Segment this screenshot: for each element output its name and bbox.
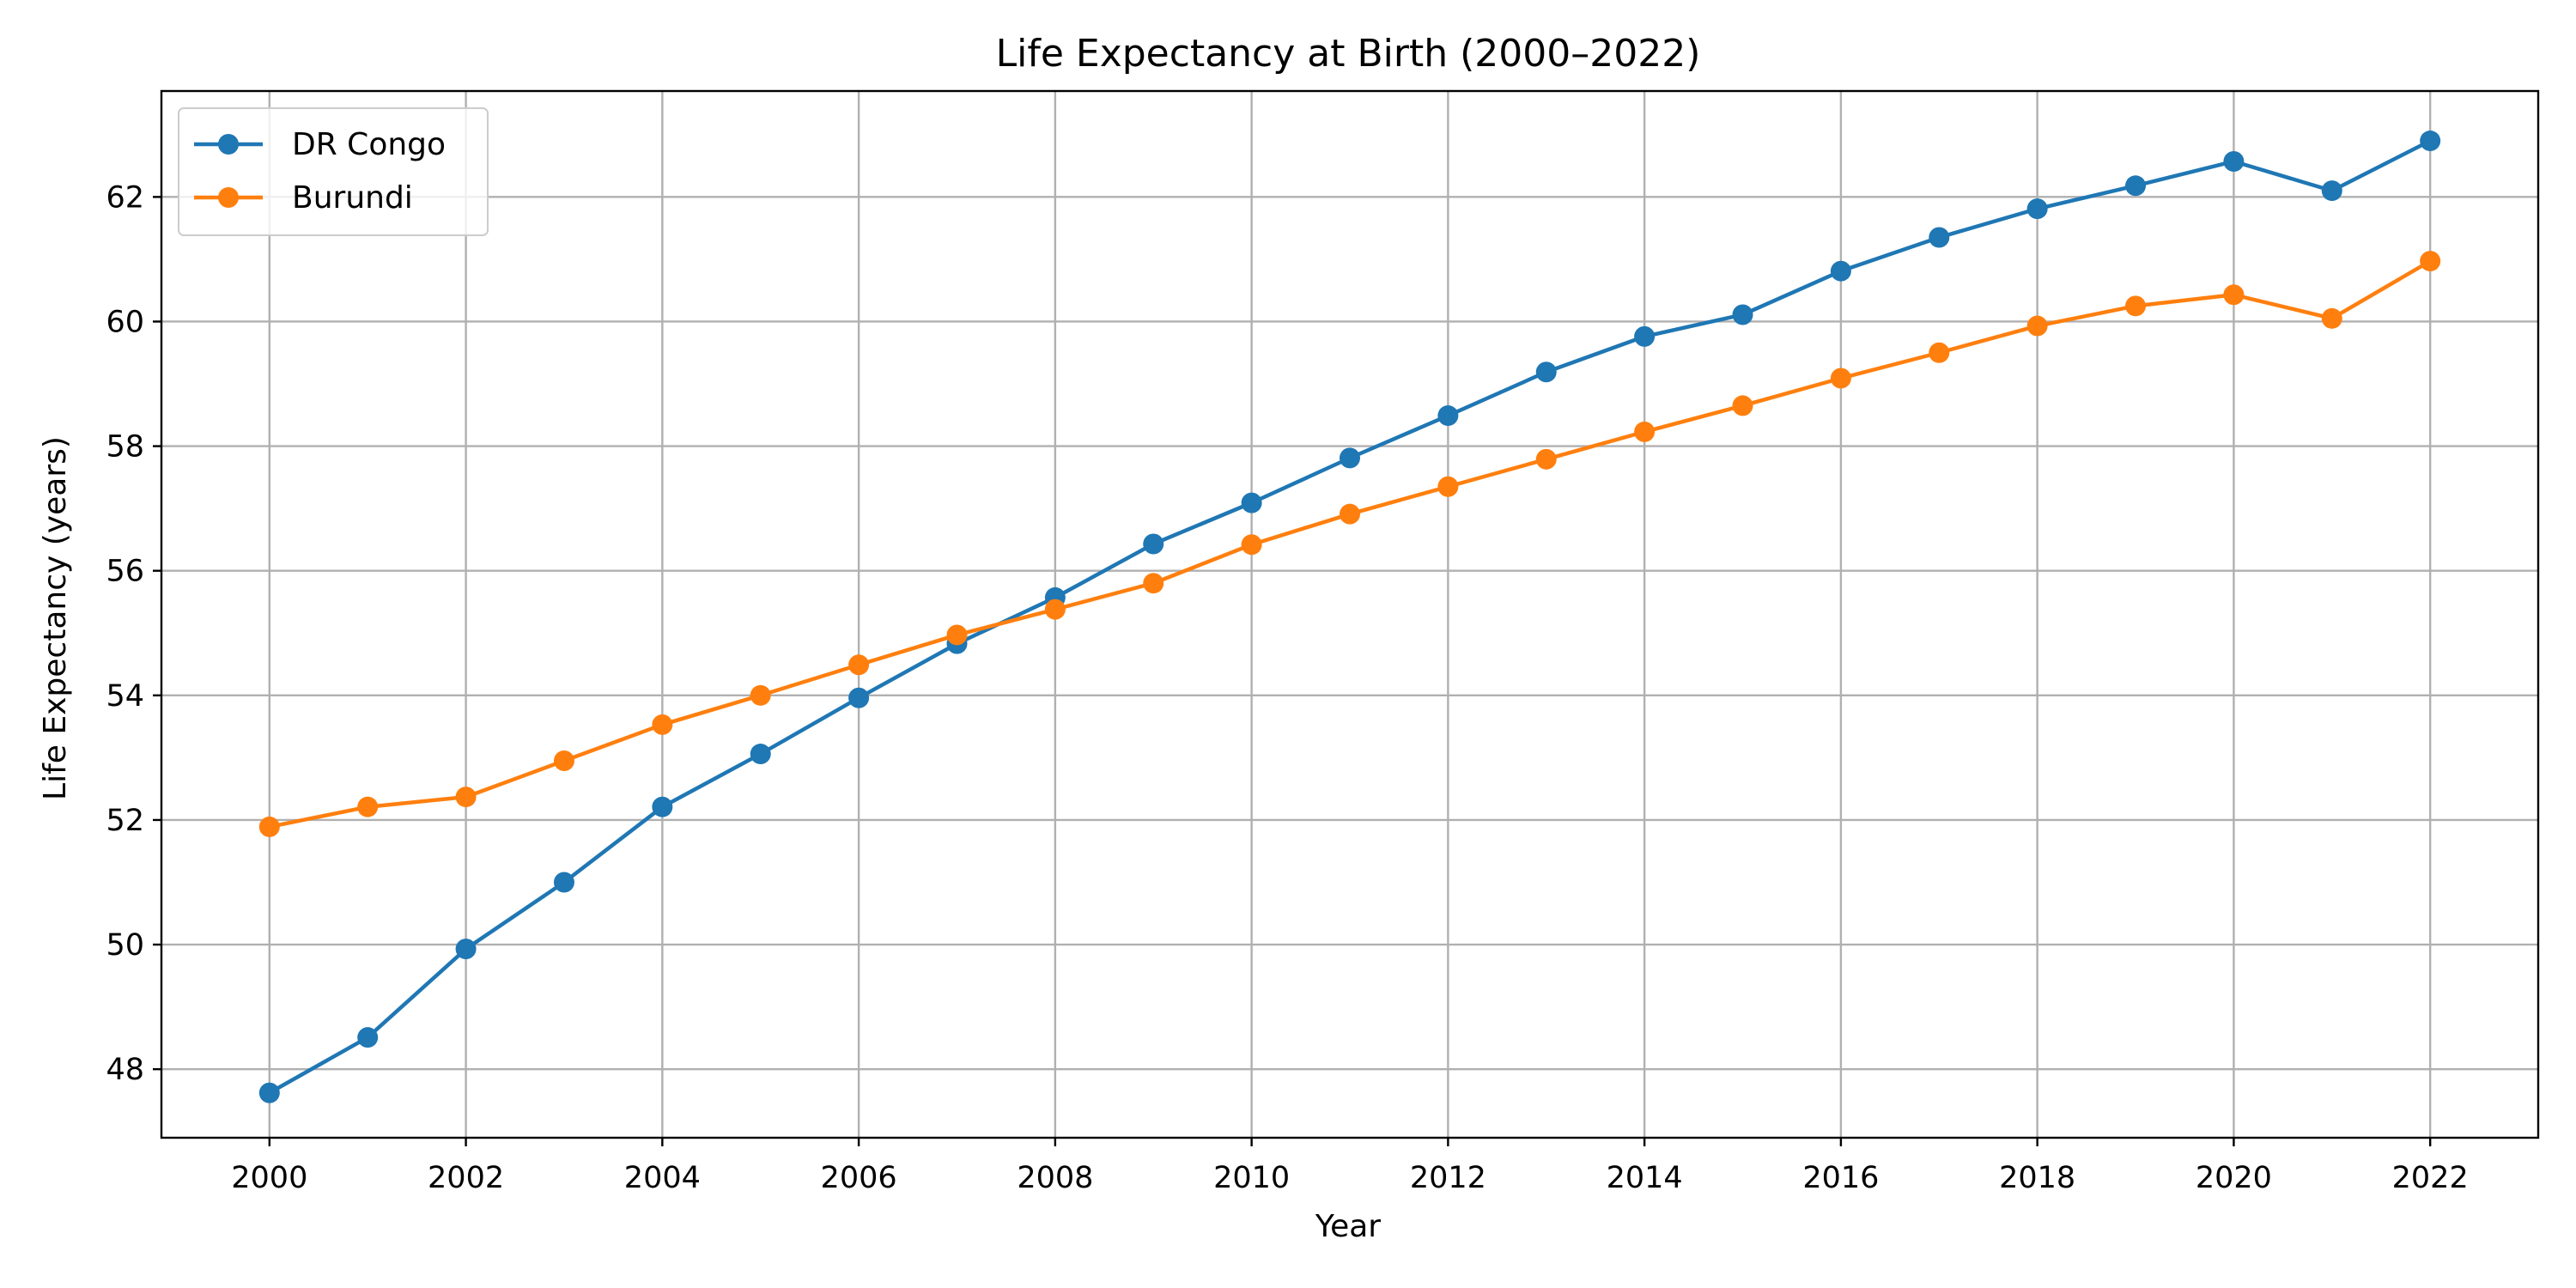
chart-title: Life Expectancy at Birth (2000–2022)	[996, 32, 1701, 76]
data-point-burundi	[848, 654, 870, 676]
data-point-dr-congo	[357, 1027, 379, 1048]
y-tick-label: 48	[106, 1053, 144, 1087]
y-tick-label: 50	[106, 928, 144, 963]
data-point-dr-congo	[2321, 180, 2342, 202]
data-point-burundi	[1437, 476, 1459, 497]
axis-ticks: 2000 2002 2004 2006 2008 2010 2012 2014 2016 2018…	[106, 180, 2468, 1195]
y-tick-label: 60	[106, 305, 144, 339]
data-point-dr-congo	[652, 796, 673, 817]
data-point-dr-congo	[2223, 150, 2245, 172]
x-tick-label: 2008	[1017, 1161, 1093, 1195]
data-point-dr-congo	[1634, 325, 1656, 347]
legend-label-dr-congo: DR Congo	[292, 127, 446, 162]
data-point-burundi	[1340, 503, 1360, 525]
x-tick-label: 2000	[231, 1161, 307, 1195]
y-tick-label: 56	[106, 555, 144, 589]
data-point-dr-congo	[258, 1082, 280, 1103]
x-tick-label: 2016	[1802, 1161, 1879, 1195]
data-point-burundi	[1634, 421, 1656, 442]
y-axis-label: Life Expectancy (years)	[38, 436, 73, 800]
legend-box	[178, 107, 489, 236]
data-point-burundi	[2026, 315, 2048, 337]
data-point-dr-congo	[1535, 361, 1557, 383]
y-tick-label: 54	[106, 679, 144, 714]
y-tick-label: 58	[106, 430, 144, 465]
data-point-burundi	[750, 684, 771, 706]
y-tick-label: 62	[106, 180, 144, 215]
data-point-dr-congo	[455, 939, 477, 960]
data-point-burundi	[1929, 342, 1950, 363]
data-point-burundi	[2223, 284, 2245, 306]
data-point-dr-congo	[1340, 447, 1360, 469]
data-point-burundi	[1732, 395, 1753, 416]
data-point-dr-congo	[1437, 405, 1459, 427]
data-point-burundi	[553, 750, 574, 772]
legend-marker-burundi	[218, 187, 239, 208]
data-point-burundi	[2125, 295, 2147, 317]
data-point-burundi	[946, 624, 968, 646]
x-tick-label: 2020	[2196, 1161, 2272, 1195]
legend-marker-dr-congo	[218, 134, 239, 155]
x-tick-label: 2022	[2392, 1161, 2469, 1195]
legend-label-burundi: Burundi	[292, 180, 413, 216]
data-point-dr-congo	[750, 744, 771, 765]
y-tick-label: 52	[106, 804, 144, 838]
data-point-burundi	[1241, 534, 1262, 556]
data-point-burundi	[357, 796, 379, 817]
data-point-burundi	[1830, 368, 1851, 389]
legend: DR Congo Burundi	[178, 107, 489, 236]
data-point-burundi	[2321, 307, 2342, 329]
data-point-burundi	[1044, 598, 1066, 620]
x-tick-label: 2012	[1410, 1161, 1486, 1195]
x-tick-label: 2006	[821, 1161, 897, 1195]
x-tick-label: 2002	[428, 1161, 504, 1195]
data-point-burundi	[1143, 573, 1164, 594]
series-layer	[258, 131, 2441, 1103]
data-point-dr-congo	[1929, 227, 1950, 248]
x-tick-label: 2010	[1213, 1161, 1290, 1195]
data-point-dr-congo	[1830, 260, 1851, 282]
data-point-burundi	[455, 787, 477, 808]
plot-frame	[160, 89, 2540, 1139]
data-point-burundi	[652, 714, 673, 735]
data-point-dr-congo	[2420, 131, 2441, 152]
x-tick-label: 2004	[624, 1161, 701, 1195]
data-point-dr-congo	[2125, 175, 2147, 197]
series-burundi	[258, 251, 2441, 837]
data-point-dr-congo	[2026, 198, 2048, 220]
data-point-burundi	[2420, 251, 2441, 272]
data-point-dr-congo	[1241, 492, 1262, 513]
x-tick-label: 2014	[1607, 1161, 1683, 1195]
data-point-dr-congo	[1732, 304, 1753, 325]
data-point-burundi	[1535, 448, 1557, 470]
data-point-burundi	[258, 816, 280, 837]
data-point-dr-congo	[848, 687, 870, 708]
data-point-dr-congo	[553, 872, 574, 893]
x-axis-label: Year	[1315, 1209, 1381, 1244]
x-tick-label: 2018	[1999, 1161, 2075, 1195]
data-point-dr-congo	[1143, 533, 1164, 555]
